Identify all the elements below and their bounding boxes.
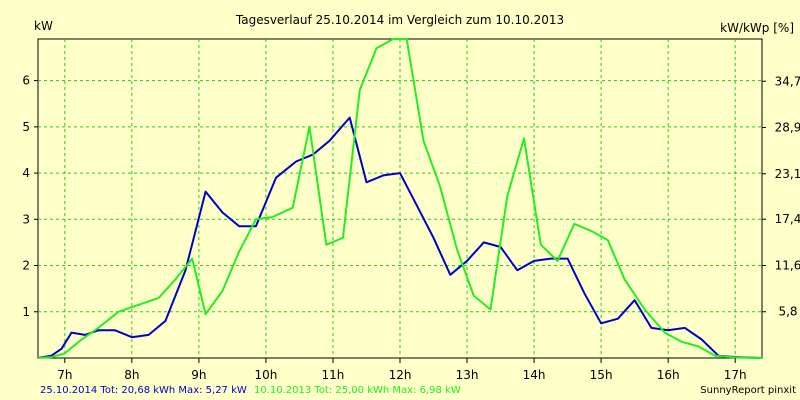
credit-text: SunnyReport pinxit: [700, 385, 796, 396]
y-axis-right-label: kW/kWp [%]: [720, 21, 794, 35]
y2-tick-label-5: 34,7: [775, 74, 800, 88]
x-tick-label-3: 10h: [254, 368, 277, 382]
x-tick-label-10: 17h: [724, 368, 747, 382]
y2-tick-label-2: 17,4: [775, 212, 800, 226]
y-tick-label-5: 6: [22, 74, 30, 88]
y2-tick-label-0: 5,8: [778, 305, 797, 319]
y-axis-right-ticks: 5,8 11,6 17,4 23,1 28,9 34,7: [762, 74, 800, 319]
y2-tick-label-3: 23,1: [775, 167, 800, 181]
y2-tick-label-4: 28,9: [775, 121, 800, 135]
x-tick-label-8: 15h: [590, 368, 613, 382]
x-tick-label-0: 7h: [57, 368, 72, 382]
chart-title: Tagesverlauf 25.10.2014 im Vergleich zum…: [235, 13, 564, 27]
x-tick-label-7: 14h: [523, 368, 546, 382]
x-tick-label-4: 11h: [322, 368, 345, 382]
y-tick-label-1: 2: [22, 259, 30, 273]
chart-footer-legend: 25.10.2014 Tot: 20,68 kWh Max: 5,27 kW 1…: [40, 385, 461, 396]
y-tick-label-0: 1: [22, 305, 30, 319]
series-layer: [37, 38, 763, 359]
x-axis-ticks: 7h 8h 9h 10h 11h 12h 13h 14h 15h 16h 17h: [57, 358, 747, 382]
y-tick-label-2: 3: [22, 212, 30, 226]
y-tick-label-4: 5: [22, 120, 30, 134]
y-tick-label-3: 4: [22, 166, 30, 180]
series-line-1: [37, 116, 763, 359]
grid: [38, 39, 762, 358]
legend-series-2: 10.10.2013 Tot: 25,00 kWh Max: 6,98 kW: [254, 385, 461, 396]
x-tick-label-1: 8h: [124, 368, 139, 382]
y-axis-left-ticks: 1 2 3 4 5 6: [22, 74, 38, 319]
y-axis-left-label: kW: [34, 19, 53, 33]
x-tick-label-9: 16h: [657, 368, 680, 382]
legend-series-1: 25.10.2014 Tot: 20,68 kWh Max: 5,27 kW: [40, 385, 247, 396]
x-tick-label-2: 9h: [191, 368, 206, 382]
y2-tick-label-1: 11,6: [775, 258, 800, 272]
x-tick-label-5: 12h: [389, 368, 412, 382]
x-tick-label-6: 13h: [456, 368, 479, 382]
series-line-2: [37, 38, 763, 359]
